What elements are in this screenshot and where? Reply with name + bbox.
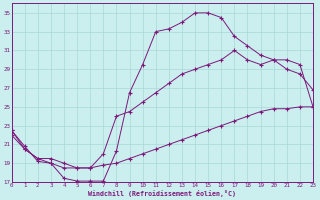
X-axis label: Windchill (Refroidissement éolien,°C): Windchill (Refroidissement éolien,°C) <box>88 190 236 197</box>
